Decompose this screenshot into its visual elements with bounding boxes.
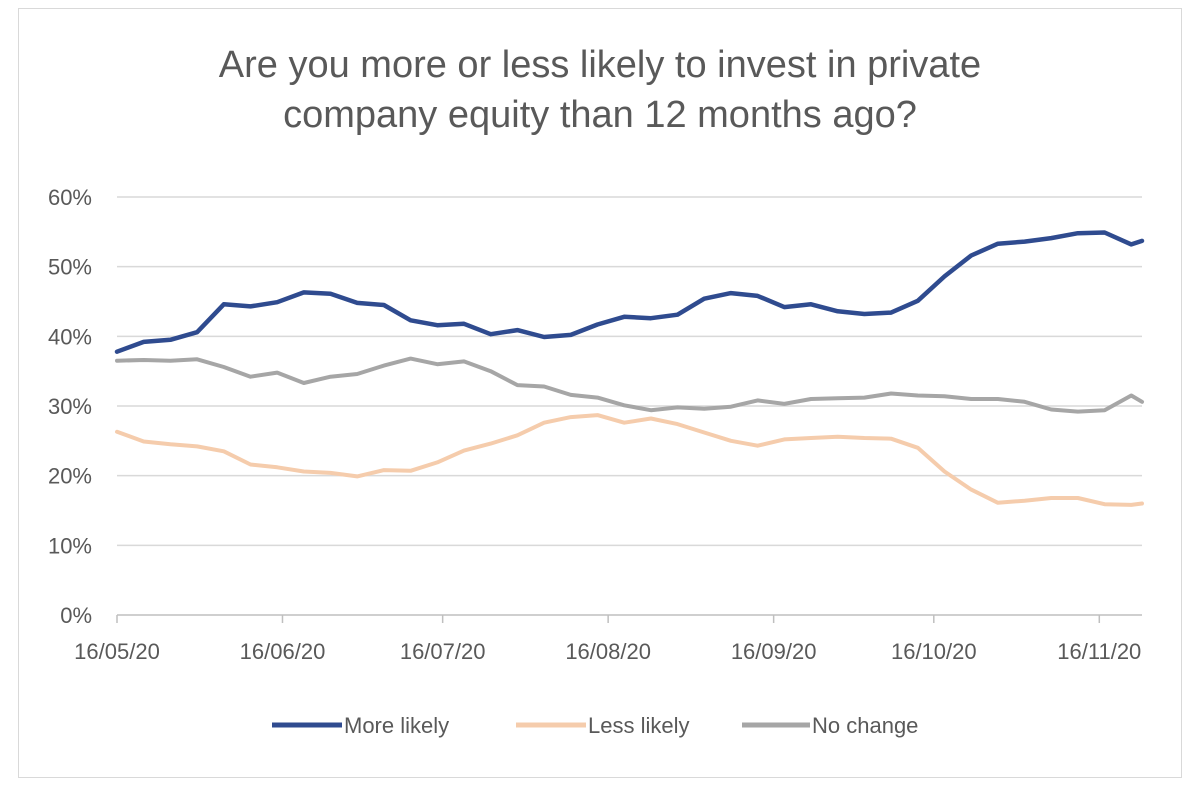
chart-title: Are you more or less likely to invest in… (0, 40, 1200, 140)
series-line-no-change (115, 356, 1144, 414)
legend-label-no-change: No change (812, 713, 918, 738)
x-tick-labels: 16/05/20 16/06/20 16/07/20 16/08/20 16/09/20… (74, 639, 1141, 664)
x-tick-label: 16/05/20 (74, 639, 160, 664)
y-tick-label: 20% (48, 464, 92, 489)
x-axis (116, 614, 1142, 623)
x-tick-label: 16/06/20 (240, 639, 326, 664)
legend-label-less-likely: Less likely (588, 713, 689, 738)
chart-frame (18, 8, 1182, 778)
y-tick-label: 60% (48, 185, 92, 210)
y-tick-label: 10% (48, 533, 92, 558)
legend: More likely Less likely No change (272, 713, 918, 738)
x-tick-label: 16/07/20 (400, 639, 486, 664)
chart-title-line-1: Are you more or less likely to invest in… (218, 44, 982, 86)
series-line-less-likely (115, 413, 1144, 507)
x-tick-label: 16/10/20 (891, 639, 977, 664)
x-tick-label: 16/09/20 (731, 639, 817, 664)
y-tick-labels: 0% 10% 20% 30% 40% 50% 60% (48, 185, 92, 628)
series-lines (114, 230, 1145, 507)
x-tick-label: 16/08/20 (565, 639, 651, 664)
legend-label-more-likely: More likely (344, 713, 449, 738)
chart-title-line-2: company equity than 12 months ago? (283, 94, 917, 136)
y-tick-label: 50% (48, 255, 92, 280)
series-line-more-likely (114, 230, 1145, 354)
y-tick-label: 30% (48, 394, 92, 419)
y-tick-label: 40% (48, 324, 92, 349)
y-tick-label: 0% (60, 603, 92, 628)
x-tick-label: 16/11/20 (1057, 639, 1141, 664)
